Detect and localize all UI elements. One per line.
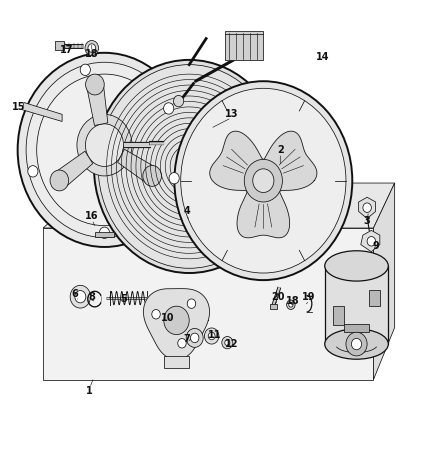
Text: 7: 7 <box>184 334 190 344</box>
Circle shape <box>289 303 293 307</box>
Bar <box>270 304 277 310</box>
Bar <box>369 290 380 306</box>
Text: 8: 8 <box>88 292 95 302</box>
Circle shape <box>346 332 367 356</box>
Polygon shape <box>54 151 93 188</box>
Circle shape <box>28 166 38 177</box>
Text: 17: 17 <box>60 46 73 56</box>
Polygon shape <box>43 183 395 228</box>
Text: 5: 5 <box>120 294 127 304</box>
Text: 13: 13 <box>225 109 238 119</box>
Text: 11: 11 <box>208 330 221 340</box>
Circle shape <box>367 237 376 246</box>
Circle shape <box>85 40 99 56</box>
Text: 18: 18 <box>286 296 300 306</box>
Circle shape <box>50 170 69 191</box>
Circle shape <box>181 88 346 273</box>
Circle shape <box>204 328 219 344</box>
Circle shape <box>75 291 86 303</box>
Text: 9: 9 <box>372 241 379 251</box>
Circle shape <box>208 332 215 340</box>
Text: 20: 20 <box>272 292 285 302</box>
Circle shape <box>174 81 352 280</box>
Bar <box>55 41 64 50</box>
Circle shape <box>351 338 362 350</box>
Polygon shape <box>87 83 108 125</box>
Text: 18: 18 <box>85 49 99 59</box>
Circle shape <box>244 159 282 202</box>
Circle shape <box>37 74 172 226</box>
Polygon shape <box>361 230 380 252</box>
Text: 12: 12 <box>225 339 238 349</box>
Bar <box>325 266 388 344</box>
Circle shape <box>286 300 295 310</box>
Ellipse shape <box>325 329 388 359</box>
Text: 4: 4 <box>184 207 190 217</box>
Text: 16: 16 <box>85 211 99 221</box>
Circle shape <box>85 74 104 95</box>
Polygon shape <box>22 103 62 122</box>
Polygon shape <box>359 197 376 219</box>
Bar <box>344 323 369 332</box>
Circle shape <box>152 310 160 319</box>
Circle shape <box>253 169 274 192</box>
Circle shape <box>363 203 371 212</box>
Text: 15: 15 <box>12 102 25 112</box>
Circle shape <box>164 306 189 334</box>
Circle shape <box>85 124 124 166</box>
Text: 14: 14 <box>316 52 329 62</box>
Text: 6: 6 <box>71 289 78 299</box>
Circle shape <box>77 114 132 176</box>
Circle shape <box>186 328 203 347</box>
Bar <box>333 306 344 325</box>
Text: 1: 1 <box>86 387 93 397</box>
Polygon shape <box>225 31 264 60</box>
Polygon shape <box>43 228 374 380</box>
Circle shape <box>178 339 186 348</box>
Circle shape <box>99 227 110 238</box>
Circle shape <box>94 60 284 273</box>
Circle shape <box>169 172 179 184</box>
Ellipse shape <box>325 251 388 281</box>
Text: 3: 3 <box>364 216 371 226</box>
Bar <box>95 232 114 238</box>
Circle shape <box>80 64 91 76</box>
Circle shape <box>164 103 174 114</box>
Circle shape <box>173 95 184 107</box>
Circle shape <box>225 340 230 345</box>
Polygon shape <box>374 183 395 380</box>
Circle shape <box>88 44 96 52</box>
Polygon shape <box>118 149 156 184</box>
Circle shape <box>187 299 196 308</box>
Circle shape <box>98 65 280 268</box>
Polygon shape <box>164 356 189 368</box>
Circle shape <box>222 336 233 349</box>
Text: 10: 10 <box>161 313 175 323</box>
Circle shape <box>143 165 162 186</box>
Text: 2: 2 <box>277 145 283 155</box>
Text: 19: 19 <box>302 292 316 302</box>
Circle shape <box>18 53 191 247</box>
Polygon shape <box>144 289 210 360</box>
Circle shape <box>26 62 183 238</box>
Polygon shape <box>210 131 317 238</box>
Circle shape <box>70 285 91 308</box>
Circle shape <box>190 333 199 342</box>
